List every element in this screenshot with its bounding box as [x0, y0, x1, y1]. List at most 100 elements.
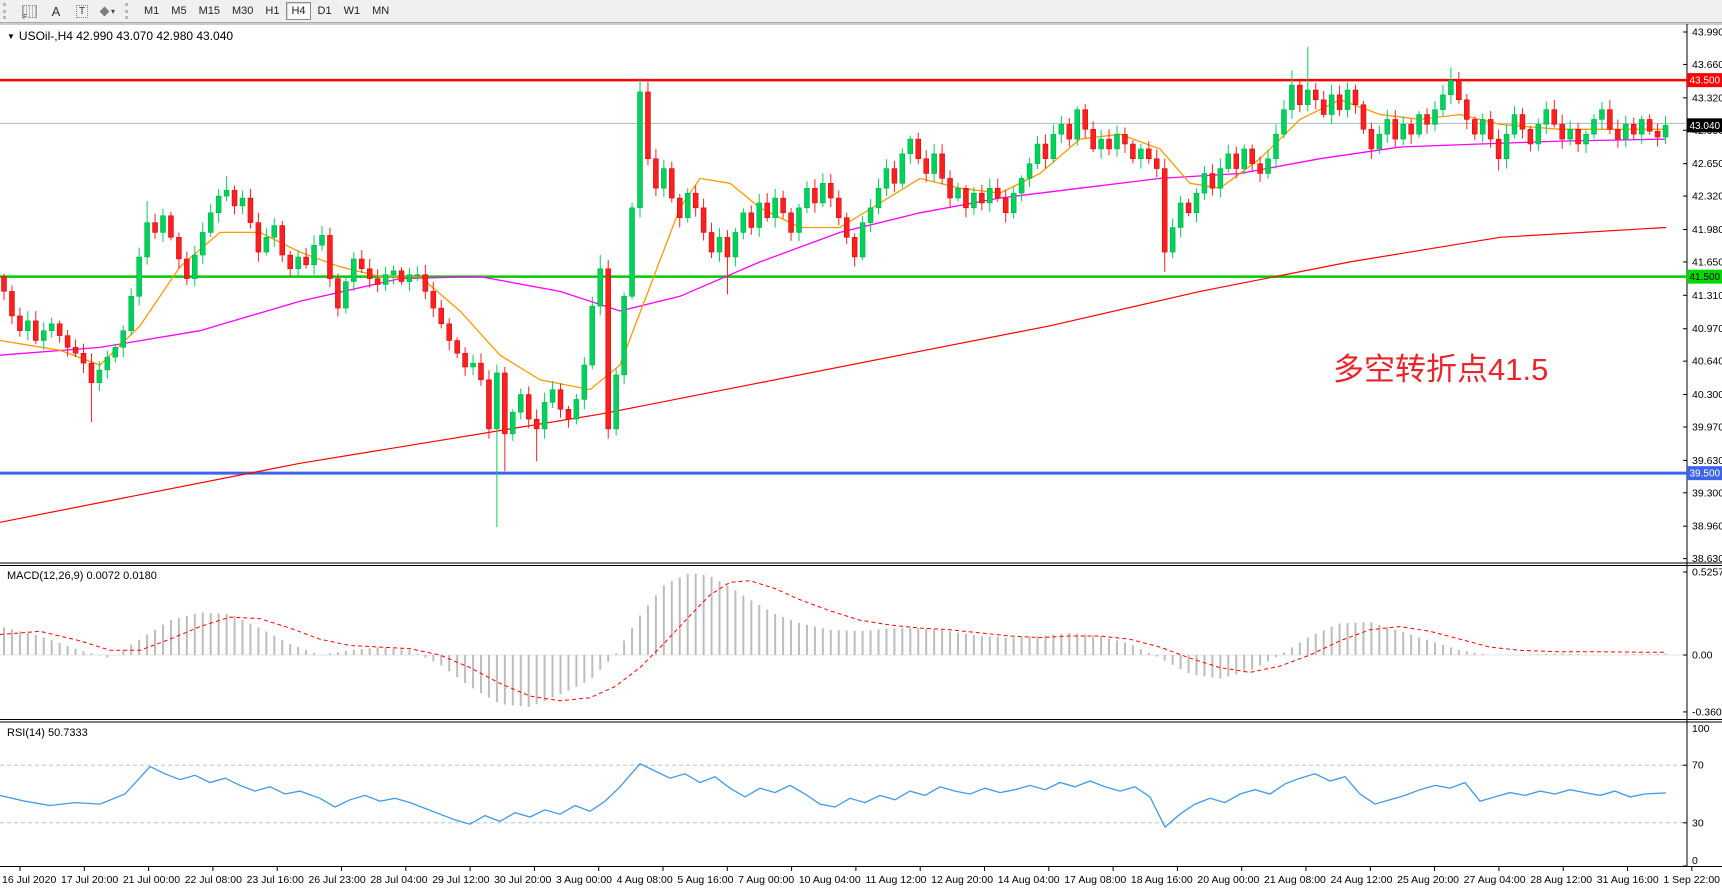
price-tag-43.040: [1687, 118, 1722, 133]
candle-body: [239, 197, 246, 207]
candle-body: [684, 192, 691, 218]
candle-body: [637, 91, 643, 209]
candle-body: [1050, 133, 1057, 159]
candle-body: [772, 197, 778, 218]
date-axis-label: 27 Aug 04:00: [1463, 873, 1526, 886]
price-tag-43.500: [1687, 73, 1722, 88]
timeframe-button-w1[interactable]: W1: [343, 5, 361, 17]
date-axis-label: 3 Aug 00:00: [555, 873, 613, 886]
candle-body: [1400, 124, 1406, 140]
candle-body: [677, 197, 683, 218]
candle-body: [64, 335, 71, 348]
candle-body: [724, 237, 731, 258]
candle-body: [366, 268, 373, 279]
date-axis[interactable]: 16 Jul 2020 17 Jul 20:00 21 Jul 00:00 22 Ju…: [0, 869, 1722, 890]
candle-body: [454, 340, 460, 354]
chart-grid-tool-button[interactable]: F: [17, 2, 42, 21]
chart-annotation-text[interactable]: 多空转折点41.5: [1333, 352, 1549, 387]
timeframe-button-m5[interactable]: M5: [171, 5, 187, 17]
candle-body: [494, 372, 500, 430]
candle-body: [1440, 94, 1446, 110]
timeframe-button-mn[interactable]: MN: [372, 5, 390, 17]
symbol-ohlc-text: USOil-,H4 42.990 43.070 42.980 43.040: [18, 29, 234, 43]
candle-body: [692, 192, 699, 209]
candle-body: [1257, 163, 1263, 174]
timeframe-toolbar-grip[interactable]: [125, 3, 134, 19]
candle-body: [836, 197, 842, 218]
candle-body: [1146, 148, 1152, 159]
chart-background: [0, 22, 1722, 890]
candle-body: [343, 281, 349, 309]
chevron-down-icon: ▾: [111, 6, 116, 16]
candle-body: [979, 192, 985, 204]
candle-body: [1225, 153, 1232, 169]
candle-body: [144, 222, 150, 258]
candle-body: [1034, 143, 1041, 164]
date-axis-label: 11 Aug 12:00: [865, 873, 927, 886]
date-axis-label: 23 Jul 16:00: [246, 873, 304, 886]
candle-body: [1535, 124, 1542, 145]
candle-body: [700, 207, 707, 233]
candle-body: [25, 320, 31, 331]
date-axis-label: 31 Aug 16:00: [1596, 873, 1659, 886]
candle-body: [645, 91, 651, 159]
candle-body: [510, 411, 516, 435]
timeframe-button-m30[interactable]: M30: [231, 5, 254, 17]
timeframe-button-d1[interactable]: D1: [317, 5, 332, 17]
timeframe-button-h1[interactable]: H1: [265, 5, 280, 17]
date-axis-label: 17 Jul 20:00: [60, 873, 119, 886]
price-tag-41.500: [1687, 269, 1722, 284]
text-box-tool-button[interactable]: T: [70, 2, 94, 20]
candle-body: [1623, 124, 1629, 140]
date-axis-label: 18 Aug 16:00: [1130, 873, 1193, 886]
symbol-title[interactable]: ▼ USOil-,H4 42.990 43.070 42.980 43.040: [7, 29, 233, 43]
text-label-tool-button[interactable]: A: [44, 2, 68, 20]
candle-body: [1305, 89, 1311, 105]
candle-body: [1058, 124, 1065, 135]
timeframe-button-group: M1 M5 M15 M30 H1 H4 D1 W1 MN: [139, 2, 394, 20]
candle-body: [470, 362, 476, 368]
timeframe-button-m15[interactable]: M15: [198, 5, 220, 17]
candle-body: [1193, 192, 1200, 214]
candle-body: [1424, 114, 1430, 125]
candle-body: [1519, 114, 1526, 130]
candle-body: [478, 362, 484, 381]
date-axis-label: 1 Sep 22:00: [1663, 873, 1720, 886]
candle-body: [589, 305, 596, 366]
candle-body: [1281, 109, 1287, 135]
candle-body: [597, 268, 603, 307]
date-axis-label: 20 Aug 00:00: [1197, 873, 1260, 886]
top-toolbar: F A T ▾ M1 M5 M15 M30 H1 H4 D1 W1 MN: [0, 0, 1722, 23]
candle-body: [9, 291, 15, 317]
timeframe-button-h4[interactable]: H4: [286, 2, 311, 20]
timeframe-button-m1[interactable]: M1: [144, 5, 160, 17]
candle-body: [200, 232, 206, 256]
candle-body: [1026, 163, 1033, 179]
macd-axis-label: -0.3603: [1692, 706, 1722, 718]
chart-menu-triangle-icon[interactable]: ▼: [7, 31, 15, 41]
chart-area[interactable]: 43.99043.66043.32042.99042.65042.32041.9…: [0, 22, 1722, 890]
letter-a-icon: A: [51, 3, 61, 19]
letter-t-box-icon: T: [75, 4, 89, 18]
candle-body: [1185, 202, 1192, 214]
candle-body: [1638, 119, 1645, 135]
candle-body: [311, 244, 317, 266]
candle-body: [525, 394, 532, 420]
candle-body: [168, 215, 174, 238]
candle-body: [263, 237, 270, 253]
date-axis-label: 28 Jul 04:00: [370, 873, 428, 886]
candle-body: [1503, 133, 1510, 159]
candle-body: [565, 409, 572, 420]
candle-body: [1328, 94, 1335, 115]
candle-body: [1631, 124, 1637, 135]
date-axis-label: 22 Jul 08:00: [184, 873, 242, 886]
toolbar-grip[interactable]: [3, 3, 12, 19]
candle-body: [1368, 129, 1375, 150]
candle-body: [104, 356, 111, 371]
candle-body: [1575, 129, 1581, 145]
grid-f-icon: F: [22, 4, 37, 21]
candle-body: [573, 399, 580, 420]
price-axis-label: 40.970: [1692, 323, 1722, 335]
shapes-tool-button[interactable]: ▾: [96, 2, 120, 20]
candle-body: [1336, 94, 1343, 110]
